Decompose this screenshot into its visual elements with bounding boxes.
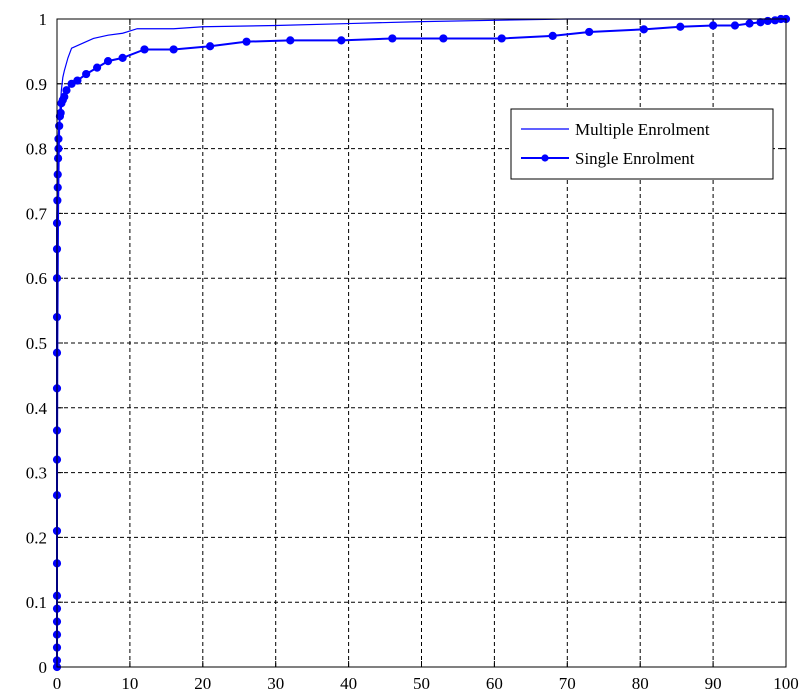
y-tick-label: 0.3 — [26, 464, 47, 483]
y-tick-label: 0.4 — [26, 399, 48, 418]
data-point — [639, 25, 648, 34]
x-tick-label: 100 — [773, 674, 799, 693]
legend-box — [510, 108, 774, 180]
data-point — [388, 34, 397, 43]
x-tick-label: 40 — [340, 674, 357, 693]
data-point — [140, 45, 149, 54]
data-point — [118, 53, 127, 62]
y-tick-label: 0.2 — [26, 528, 47, 547]
y-tick-label: 0 — [39, 658, 48, 677]
data-point — [756, 18, 765, 27]
data-point — [53, 154, 63, 163]
legend-entry: Multiple Enrolment — [521, 120, 710, 139]
data-point — [56, 108, 65, 118]
y-tick-label: 0.8 — [26, 140, 47, 159]
data-point — [82, 69, 91, 79]
data-point — [103, 57, 113, 66]
x-tick-label: 60 — [486, 674, 503, 693]
data-point — [439, 34, 448, 43]
legend-entries: Multiple Enrolment Single Enrolment — [521, 120, 710, 168]
data-point — [242, 37, 251, 46]
grid-lines — [57, 19, 786, 667]
legend-label: Multiple Enrolment — [575, 120, 710, 139]
data-point — [497, 34, 506, 43]
data-point — [205, 42, 215, 51]
data-point — [54, 144, 63, 153]
x-tick-label: 50 — [413, 674, 430, 693]
tick-labels: 0 10 20 30 40 50 60 70 80 90 100 0 0.1 0.2 0.3 0.4 0.5 0.… — [26, 10, 799, 693]
data-point — [62, 86, 71, 95]
data-point — [337, 36, 346, 45]
data-point — [763, 16, 772, 26]
x-tick-label: 0 — [53, 674, 62, 693]
x-tick-label: 80 — [632, 674, 649, 693]
data-point — [73, 76, 82, 85]
data-point — [169, 45, 178, 54]
legend-marker — [541, 154, 549, 162]
data-point — [745, 19, 754, 28]
data-point — [709, 21, 718, 30]
plot-frame — [56, 18, 787, 668]
y-tick-label: 0.5 — [26, 334, 47, 353]
legend: Multiple Enrolment Single Enrolment — [510, 108, 774, 180]
data-point — [585, 27, 594, 37]
y-tick-label: 0.6 — [26, 269, 47, 288]
y-tick-label: 1 — [39, 10, 48, 29]
data-point — [53, 170, 62, 179]
data-point — [548, 31, 557, 40]
y-tick-label: 0.7 — [26, 204, 48, 223]
data-point — [53, 183, 62, 192]
y-tick-label: 0.1 — [26, 593, 47, 612]
x-tick-label: 70 — [559, 674, 576, 693]
data-point — [54, 134, 63, 143]
legend-label: Single Enrolment — [575, 149, 695, 168]
x-tick-label: 10 — [121, 674, 138, 693]
x-tick-label: 30 — [267, 674, 284, 693]
legend-entry: Single Enrolment — [521, 149, 695, 168]
data-point — [286, 36, 295, 45]
x-tick-label: 20 — [194, 674, 211, 693]
x-tick-label: 90 — [705, 674, 722, 693]
y-tick-label: 0.9 — [26, 75, 47, 94]
data-point — [730, 21, 740, 30]
data-point — [92, 63, 102, 72]
data-point — [676, 22, 685, 31]
